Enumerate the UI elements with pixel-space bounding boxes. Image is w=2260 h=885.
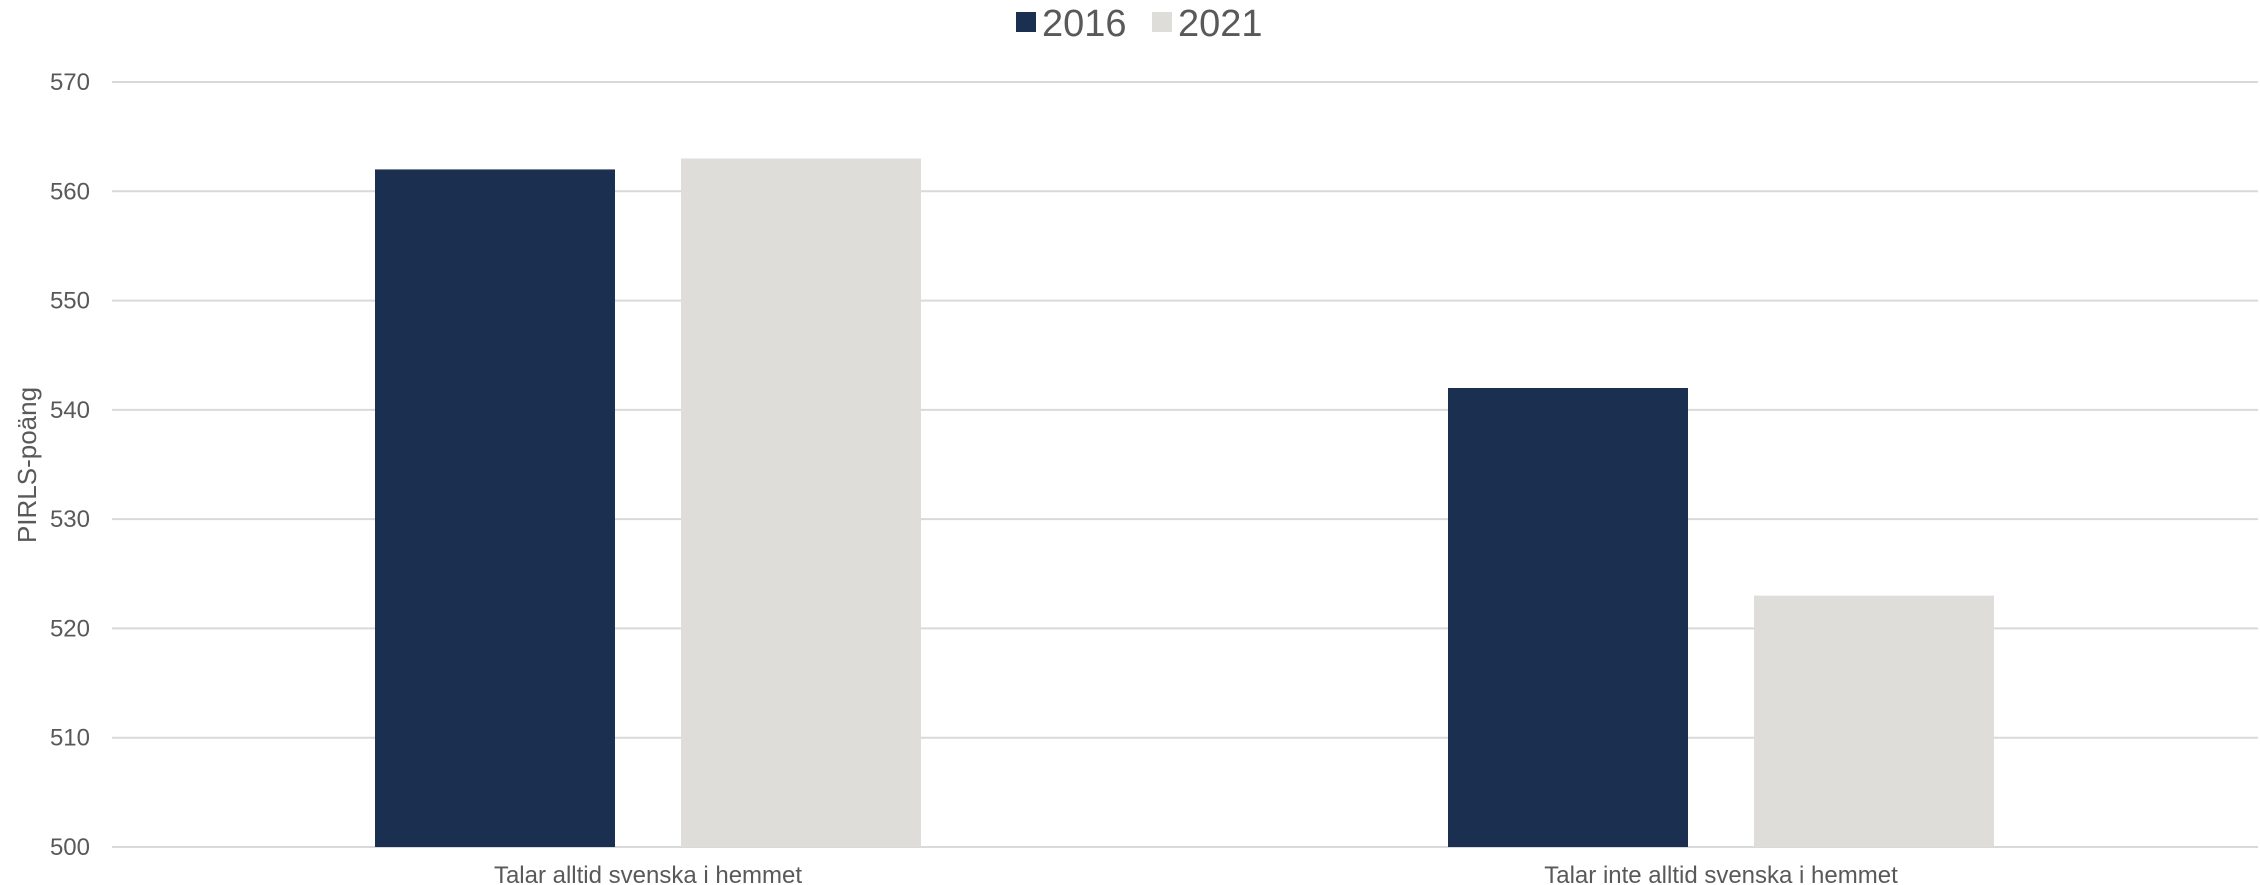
x-category-label: Talar inte alltid svenska i hemmet [1544,862,1898,885]
legend-swatch-2016 [1016,12,1036,32]
y-tick-label: 570 [50,69,90,96]
legend: 2016 2021 [1016,3,1263,45]
bar-2021-1 [681,158,921,847]
y-axis-title: PIRLS-poäng [12,387,42,543]
bars [375,158,1994,847]
y-tick-label: 550 [50,288,90,315]
y-tick-label: 530 [50,506,90,533]
bar-2016-1 [375,169,615,847]
y-tick-label: 500 [50,834,90,861]
legend-label-2016: 2016 [1042,3,1127,45]
y-axis-ticks: 500 510 520 530 540 550 560 570 [50,69,90,861]
legend-swatch-2021 [1152,12,1172,32]
y-tick-label: 560 [50,178,90,205]
y-tick-label: 510 [50,725,90,752]
legend-label-2021: 2021 [1178,3,1263,45]
x-category-label: Talar alltid svenska i hemmet [494,862,802,885]
y-tick-label: 540 [50,397,90,424]
x-axis-labels: Talar alltid svenska i hemmet Talar inte … [494,862,1898,885]
bar-2021-2 [1754,595,1994,847]
bar-2016-2 [1448,388,1688,847]
y-tick-label: 520 [50,615,90,642]
